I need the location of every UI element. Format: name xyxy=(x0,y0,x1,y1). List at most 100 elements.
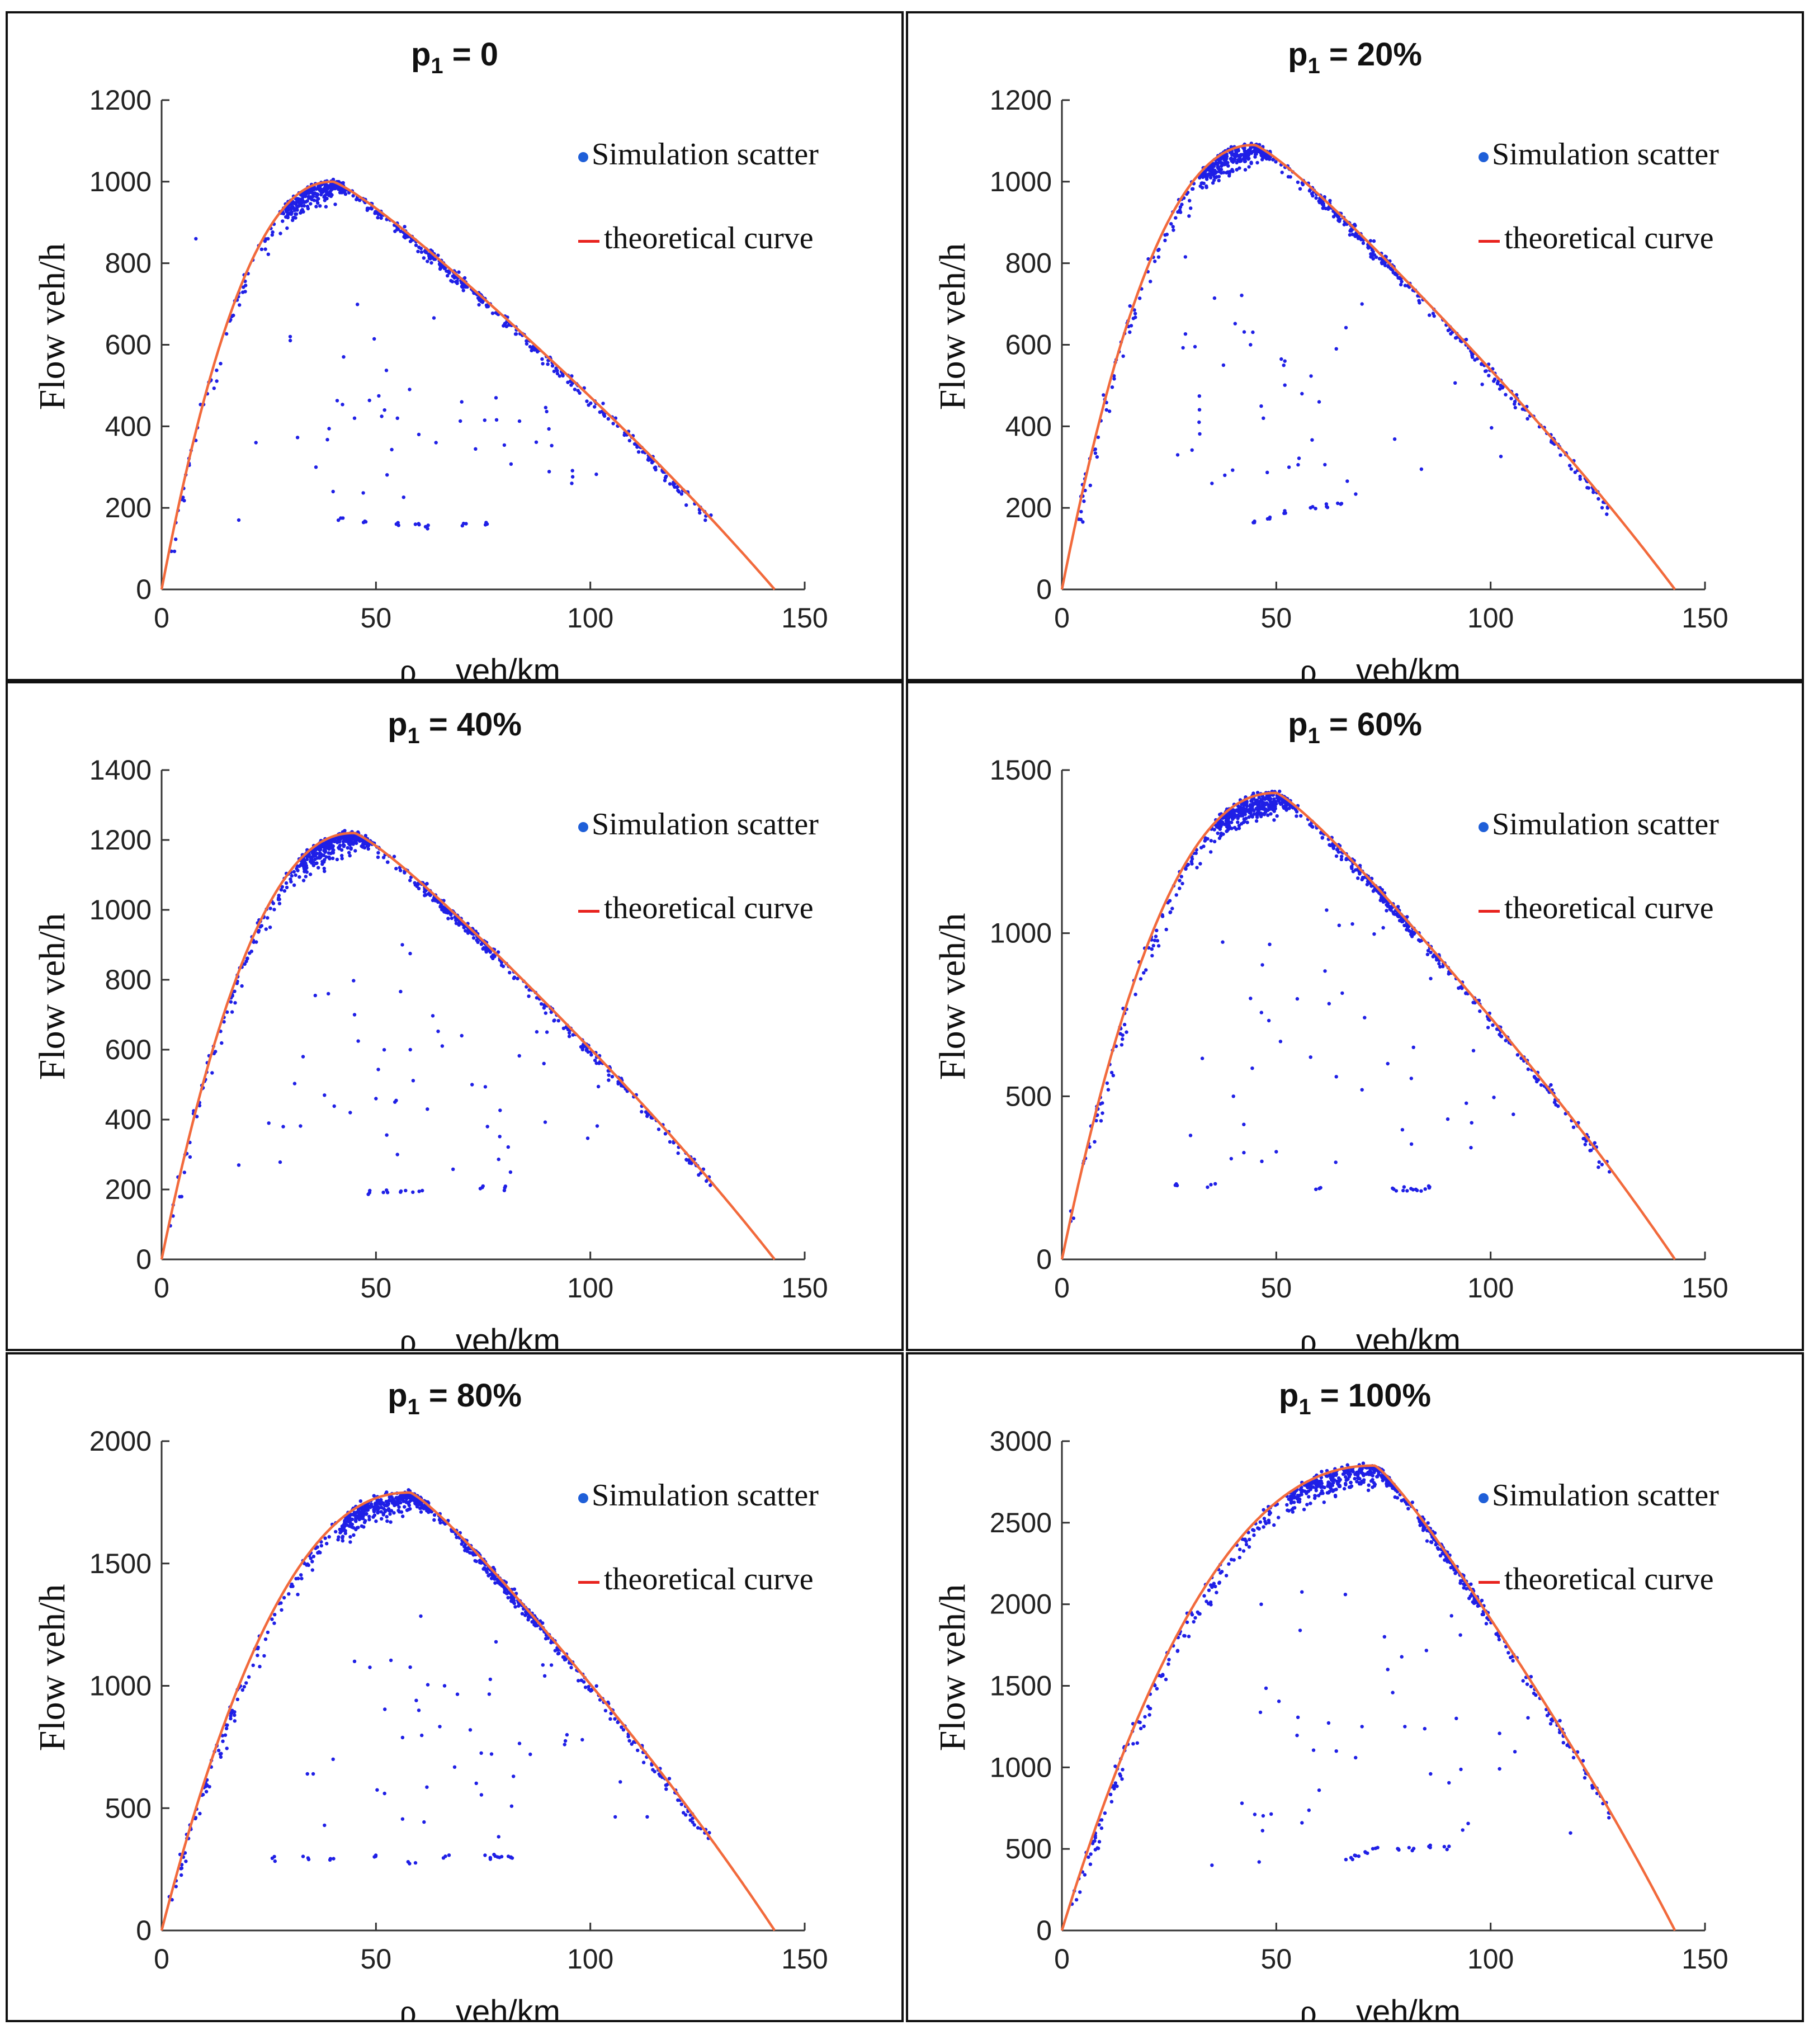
scatter-point xyxy=(375,1498,379,1503)
scatter-point xyxy=(636,450,641,454)
scatter-point xyxy=(1329,1487,1333,1491)
y-tick-label: 1200 xyxy=(990,84,1052,116)
scatter-point xyxy=(1315,1478,1319,1482)
scatter-point xyxy=(1557,1730,1562,1734)
scatter-point xyxy=(616,1082,620,1085)
scatter-point xyxy=(498,1856,502,1859)
scatter-point xyxy=(550,443,554,447)
scatter-point xyxy=(376,851,380,855)
scatter-point xyxy=(467,930,471,934)
scatter-point xyxy=(464,929,467,933)
scatter-point xyxy=(327,847,331,851)
scatter-point xyxy=(1283,511,1287,515)
scatter-point xyxy=(324,855,328,859)
scatter-point xyxy=(1090,1842,1095,1845)
scatter-point xyxy=(1093,1848,1097,1852)
scatter-point xyxy=(691,1820,695,1824)
scatter-point xyxy=(1561,1741,1565,1745)
scatter-point xyxy=(580,1738,584,1742)
theoretical-curve xyxy=(160,832,776,1261)
scatter-point xyxy=(318,853,322,858)
scatter-point xyxy=(1371,250,1375,254)
legend: Simulation scatter theoretical curve xyxy=(1479,136,1719,304)
scatter-point xyxy=(445,908,449,912)
scatter-point xyxy=(351,842,355,846)
scatter-point xyxy=(1254,806,1258,811)
scatter-point xyxy=(355,1526,359,1530)
scatter-point xyxy=(1226,822,1230,825)
x-tick-label: 150 xyxy=(781,1272,828,1304)
scatter-point xyxy=(1341,1472,1345,1476)
scatter-point xyxy=(1399,282,1403,287)
scatter-point xyxy=(1369,1479,1373,1483)
scatter-point xyxy=(1224,1574,1229,1578)
scatter-point xyxy=(1133,311,1137,315)
scatter-point xyxy=(424,893,428,897)
scatter-point xyxy=(352,979,356,983)
scatter-point xyxy=(1231,1094,1235,1098)
scatter-point xyxy=(326,192,330,196)
scatter-point xyxy=(281,1125,285,1129)
scatter-point xyxy=(494,396,498,400)
scatter-point xyxy=(248,951,252,955)
scatter-point xyxy=(1385,909,1388,913)
scatter-point xyxy=(1558,1719,1562,1722)
scatter-point xyxy=(241,290,245,294)
scatter-point xyxy=(1209,1603,1213,1607)
scatter-point xyxy=(277,901,282,905)
scatter-point xyxy=(393,1503,396,1507)
scatter-point xyxy=(1139,1726,1143,1730)
legend-label: Simulation scatter xyxy=(592,1478,819,1513)
scatter-point xyxy=(1533,1075,1537,1079)
scatter-point xyxy=(541,362,545,366)
scatter-point xyxy=(1274,160,1278,164)
scatter-point xyxy=(1255,791,1260,795)
scatter-point xyxy=(1099,1119,1103,1123)
y-tick-label: 0 xyxy=(1036,1915,1052,1946)
scatter-point xyxy=(554,366,558,370)
scatter-point xyxy=(280,1608,284,1612)
scatter-point xyxy=(640,1110,644,1114)
scatter-point xyxy=(527,994,531,998)
scatter-point xyxy=(1211,181,1215,185)
scatter-point xyxy=(1185,1620,1189,1625)
chart-title: p1 = 20% xyxy=(908,36,1802,78)
scatter-point xyxy=(485,1125,489,1129)
scatter-point xyxy=(1431,955,1435,959)
scatter-point xyxy=(1411,930,1415,934)
scatter-point xyxy=(1309,1485,1312,1489)
y-tick-label: 3000 xyxy=(990,1425,1052,1457)
scatter-point xyxy=(230,1708,234,1712)
x-axis-unit: veh/km xyxy=(455,653,560,681)
scatter-point xyxy=(297,875,301,879)
scatter-point xyxy=(1359,238,1363,242)
scatter-point xyxy=(484,1569,488,1573)
scatter-point xyxy=(363,1519,367,1523)
scatter-point xyxy=(352,1659,357,1663)
y-tick-label: 600 xyxy=(105,329,152,361)
scatter-point xyxy=(1213,171,1217,176)
scatter-point xyxy=(1184,867,1188,871)
scatter-point xyxy=(312,199,316,202)
scatter-point xyxy=(1187,214,1191,218)
scatter-point xyxy=(1248,1537,1251,1541)
scatter-point xyxy=(1427,1186,1432,1190)
scatter-point xyxy=(404,1500,408,1504)
scatter-point xyxy=(490,955,494,959)
scatter-point xyxy=(534,440,539,444)
scatter-point xyxy=(216,1748,221,1753)
scatter-point xyxy=(1095,455,1099,459)
scatter-point xyxy=(292,1082,297,1085)
scatter-point xyxy=(1296,180,1300,185)
x-tick-label: 50 xyxy=(361,1272,392,1304)
scatter-point xyxy=(331,1757,335,1761)
scatter-point xyxy=(399,229,403,233)
scatter-point xyxy=(404,1188,408,1193)
scatter-point xyxy=(679,1802,684,1806)
scatter-point xyxy=(1099,1818,1104,1822)
y-tick-label: 1000 xyxy=(89,166,152,197)
scatter-point xyxy=(1372,239,1376,243)
scatter-point xyxy=(284,208,288,213)
title-subscript: 1 xyxy=(407,1395,420,1419)
chart-title: p1 = 40% xyxy=(8,706,901,748)
